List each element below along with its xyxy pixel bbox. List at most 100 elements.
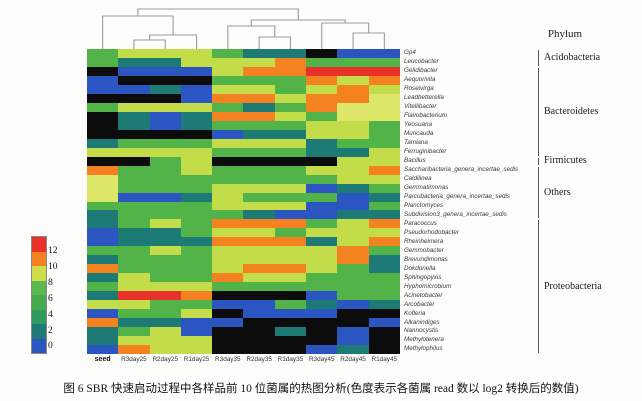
heatmap-cell xyxy=(243,264,275,274)
color-scale-segment xyxy=(32,237,46,252)
heatmap-cell xyxy=(118,66,150,76)
heatmap-cell xyxy=(149,210,181,220)
row-label: Rheinheimera xyxy=(404,237,444,245)
heatmap-cell xyxy=(306,291,338,301)
heatmap-cell xyxy=(368,111,400,121)
heatmap-cell xyxy=(87,57,119,67)
heatmap-cell xyxy=(368,273,400,283)
heatmap-cell xyxy=(149,138,181,148)
heatmap-cell xyxy=(118,219,150,229)
heatmap-cell xyxy=(337,336,369,346)
heatmap-cell xyxy=(180,111,213,121)
heatmap-cell xyxy=(337,273,369,283)
row-label: Ferruginibacter xyxy=(404,148,447,156)
row-label: Kofleria xyxy=(404,309,426,317)
color-scale-segment xyxy=(32,280,46,295)
color-scale-tick: 4 xyxy=(48,309,53,320)
column-label: R1day25 xyxy=(183,356,210,363)
heatmap-cell xyxy=(149,255,181,265)
heatmap-cell xyxy=(243,291,275,301)
heatmap-cell xyxy=(306,318,338,328)
row-label: Vitellibacter xyxy=(404,103,437,111)
heatmap-cell xyxy=(306,111,338,121)
heatmap-cell xyxy=(368,246,400,256)
heatmap-cell xyxy=(212,102,244,112)
heatmap-cell xyxy=(212,165,244,175)
heatmap-cell xyxy=(212,120,244,130)
heatmap-cell xyxy=(337,300,369,310)
heatmap-cell xyxy=(118,183,150,193)
heatmap-cell xyxy=(337,102,369,112)
heatmap-cell xyxy=(180,183,213,193)
heatmap-cell xyxy=(118,102,150,112)
heatmap-cell xyxy=(180,336,213,346)
heatmap-cell xyxy=(87,237,119,247)
heatmap-cell xyxy=(118,201,150,211)
heatmap-cell xyxy=(149,300,181,310)
heatmap-cell xyxy=(243,219,275,229)
heatmap-cell xyxy=(337,345,369,354)
heatmap-cell xyxy=(274,111,307,121)
heatmap-cell xyxy=(306,138,338,148)
heatmap-cell xyxy=(306,129,338,139)
heatmap-cell xyxy=(243,228,275,238)
heatmap-cell xyxy=(212,183,244,193)
heatmap-cell xyxy=(212,84,244,94)
phylum-bracket-bacteroidetes xyxy=(538,67,539,156)
heatmap-cell xyxy=(368,318,400,328)
heatmap-cell xyxy=(87,345,119,354)
heatmap-cell xyxy=(243,75,275,85)
heatmap-cell xyxy=(87,129,119,139)
row-label: Flavobacterium xyxy=(404,112,448,120)
heatmap-cell xyxy=(180,165,213,175)
heatmap-cell xyxy=(306,336,338,346)
heatmap-cell xyxy=(337,237,369,247)
heatmap-cell xyxy=(87,219,119,229)
heatmap-cell xyxy=(87,84,119,94)
heatmap-cell xyxy=(306,174,338,184)
heatmap-cell xyxy=(337,210,369,220)
heatmap-cell xyxy=(368,49,400,58)
heatmap-cell xyxy=(337,246,369,256)
heatmap-cell xyxy=(212,237,244,247)
heatmap-cell xyxy=(274,138,307,148)
heatmap-cell xyxy=(243,327,275,337)
heatmap-cell xyxy=(118,192,150,202)
phylum-label-proteobacteria: Proteobacteria xyxy=(544,280,602,292)
heatmap-cell xyxy=(118,93,150,103)
heatmap-cell xyxy=(87,282,119,292)
heatmap-cell xyxy=(274,120,307,130)
column-label: R3day45 xyxy=(308,356,335,363)
heatmap-cell xyxy=(337,138,369,148)
heatmap-cell xyxy=(274,273,307,283)
heatmap-cell xyxy=(118,138,150,148)
heatmap-cell xyxy=(368,165,400,175)
column-label: R1day35 xyxy=(277,356,304,363)
heatmap-cell xyxy=(306,264,338,274)
heatmap-cell xyxy=(118,309,150,319)
heatmap-cell xyxy=(337,84,369,94)
heatmap-cell xyxy=(306,84,338,94)
heatmap-cell xyxy=(337,156,369,166)
column-label: R3day35 xyxy=(215,356,241,363)
heatmap-cell xyxy=(368,300,400,310)
row-label: Arcobacter xyxy=(404,300,435,308)
heatmap-cell xyxy=(243,174,275,184)
heatmap-cell xyxy=(118,129,150,139)
color-scale-segment xyxy=(32,324,46,339)
heatmap-cell xyxy=(274,84,307,94)
heatmap-cell xyxy=(212,309,244,319)
heatmap-cell xyxy=(274,156,307,166)
color-scale-tick: 10 xyxy=(48,261,58,272)
heatmap-cell xyxy=(149,102,181,112)
heatmap-cell xyxy=(337,111,369,121)
heatmap-cell xyxy=(368,174,400,184)
heatmap-cell xyxy=(180,75,213,85)
heatmap-cell xyxy=(243,84,275,94)
heatmap-cell xyxy=(306,93,338,103)
heatmap-cell xyxy=(306,345,338,354)
heatmap-cell xyxy=(306,156,338,166)
heatmap-cell xyxy=(212,129,244,139)
heatmap-grid xyxy=(87,49,400,354)
row-label: Leucobacter xyxy=(404,58,439,66)
